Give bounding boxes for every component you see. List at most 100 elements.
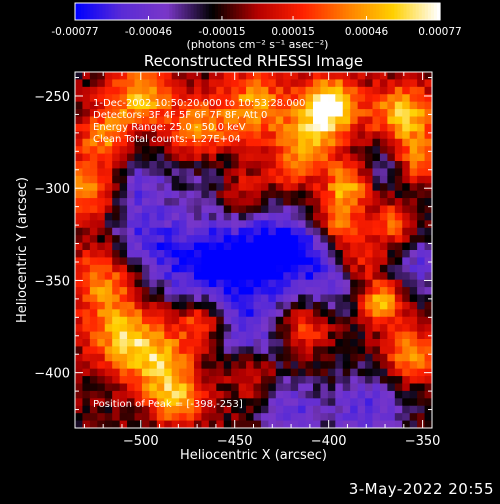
heatmap-cell bbox=[275, 131, 284, 140]
heatmap-cell bbox=[208, 287, 217, 295]
heatmap-cell bbox=[223, 376, 232, 384]
heatmap-cell bbox=[194, 183, 202, 192]
heatmap-cell bbox=[357, 161, 366, 169]
heatmap-cell bbox=[253, 250, 262, 258]
heatmap-cell bbox=[246, 86, 254, 95]
heatmap-cell bbox=[372, 109, 381, 117]
heatmap-cell bbox=[357, 175, 366, 184]
heatmap-cell bbox=[387, 198, 396, 206]
colorbar-segment bbox=[397, 3, 402, 20]
heatmap-cell bbox=[179, 109, 188, 117]
heatmap-cell bbox=[298, 94, 307, 103]
heatmap-cell bbox=[290, 146, 299, 155]
heatmap-cell bbox=[283, 413, 292, 422]
heatmap-cell bbox=[268, 86, 277, 95]
heatmap-cell bbox=[327, 153, 336, 162]
heatmap-cell bbox=[186, 250, 195, 258]
heatmap-cell bbox=[171, 376, 180, 384]
heatmap-cell bbox=[253, 398, 262, 407]
heatmap-cell bbox=[97, 190, 106, 199]
heatmap-cell bbox=[313, 220, 321, 229]
heatmap-cell bbox=[216, 242, 225, 251]
heatmap-cell bbox=[201, 361, 210, 370]
heatmap-cell bbox=[335, 123, 344, 132]
heatmap-cell bbox=[201, 339, 210, 347]
colorbar-frame bbox=[74, 2, 441, 21]
x-tick-label: −350 bbox=[405, 434, 441, 449]
heatmap-cell bbox=[327, 183, 336, 192]
heatmap-cell bbox=[149, 94, 158, 103]
heatmap-cell bbox=[89, 331, 98, 340]
heatmap-cell bbox=[194, 390, 202, 399]
heatmap-cell bbox=[104, 227, 113, 236]
heatmap-cell bbox=[156, 79, 165, 88]
heatmap-cell bbox=[97, 101, 106, 110]
heatmap-cell bbox=[89, 242, 98, 251]
heatmap-cell bbox=[320, 376, 329, 384]
heatmap-cell bbox=[134, 346, 143, 355]
heatmap-cell bbox=[156, 324, 165, 333]
heatmap-cell bbox=[283, 101, 292, 110]
heatmap-cell bbox=[156, 109, 165, 117]
heatmap-cell bbox=[342, 405, 351, 414]
heatmap-cell bbox=[208, 79, 217, 88]
heatmap-cell bbox=[194, 94, 202, 103]
heatmap-cell bbox=[82, 376, 91, 384]
heatmap-cell bbox=[194, 198, 202, 206]
colorbar-segment bbox=[248, 3, 253, 20]
heatmap-cell bbox=[134, 94, 143, 103]
heatmap-cell bbox=[379, 250, 388, 258]
heatmap-cell bbox=[179, 227, 188, 236]
heatmap-cell bbox=[320, 339, 329, 347]
heatmap-cell bbox=[268, 168, 277, 177]
heatmap-cell bbox=[320, 227, 329, 236]
heatmap-cell bbox=[283, 72, 292, 80]
heatmap-cell bbox=[112, 405, 121, 414]
colorbar-segment bbox=[117, 3, 122, 20]
heatmap-cell bbox=[417, 116, 426, 125]
colorbar-segment bbox=[300, 3, 304, 20]
heatmap-cell bbox=[104, 86, 113, 95]
heatmap-cell bbox=[327, 242, 336, 251]
heatmap-cell bbox=[283, 205, 292, 214]
heatmap-cell bbox=[201, 353, 210, 362]
heatmap-cell bbox=[417, 316, 426, 325]
heatmap-cell bbox=[342, 272, 351, 281]
heatmap-cell bbox=[350, 250, 359, 258]
heatmap-cell bbox=[89, 227, 98, 236]
heatmap-cell bbox=[283, 220, 292, 229]
heatmap-cell bbox=[305, 413, 314, 422]
heatmap-cell bbox=[119, 250, 128, 258]
heatmap-cell bbox=[179, 361, 188, 370]
heatmap-cell bbox=[335, 287, 344, 295]
heatmap-cell bbox=[275, 250, 284, 258]
heatmap-cell bbox=[260, 264, 269, 273]
heatmap-cell bbox=[327, 131, 336, 140]
heatmap-cell bbox=[164, 79, 173, 88]
heatmap-cell bbox=[357, 242, 366, 251]
heatmap-cell bbox=[164, 376, 173, 384]
heatmap-cell bbox=[327, 212, 336, 221]
heatmap-cell bbox=[335, 109, 344, 117]
heatmap-cell bbox=[223, 235, 232, 244]
heatmap-cell bbox=[417, 94, 426, 103]
heatmap-cell bbox=[350, 109, 359, 117]
heatmap-cell bbox=[238, 398, 247, 407]
heatmap-cell bbox=[231, 383, 240, 392]
heatmap-cell bbox=[365, 257, 373, 266]
heatmap-cell bbox=[156, 376, 165, 384]
heatmap-cell bbox=[194, 279, 202, 288]
heatmap-cell bbox=[372, 294, 381, 303]
heatmap-cell bbox=[268, 353, 277, 362]
heatmap-cell bbox=[179, 205, 188, 214]
heatmap-cell bbox=[171, 79, 180, 88]
heatmap-cell bbox=[424, 72, 433, 80]
heatmap-cell bbox=[223, 257, 232, 266]
heatmap-cell bbox=[342, 264, 351, 273]
heatmap-cell bbox=[171, 398, 180, 407]
heatmap-cell bbox=[313, 324, 321, 333]
heatmap-cell bbox=[335, 94, 344, 103]
heatmap-cell bbox=[208, 294, 217, 303]
heatmap-cell bbox=[275, 146, 284, 155]
heatmap-cell bbox=[260, 183, 269, 192]
